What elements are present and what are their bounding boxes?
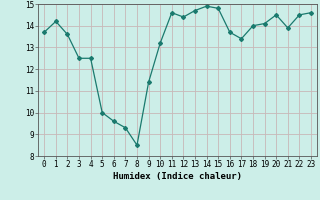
X-axis label: Humidex (Indice chaleur): Humidex (Indice chaleur): [113, 172, 242, 181]
